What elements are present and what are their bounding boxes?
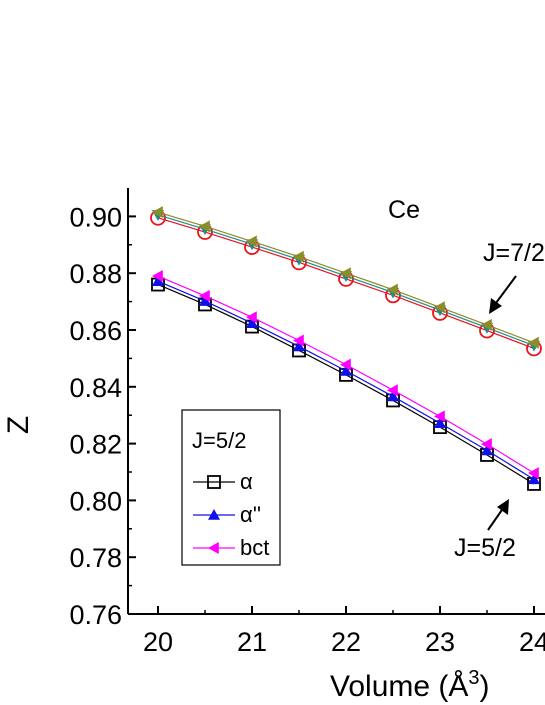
data-point [481, 444, 493, 456]
x-axis-title-main: Volume (Å [330, 670, 468, 703]
data-point [434, 301, 445, 314]
data-point [528, 336, 539, 349]
x-tick-labels: 20 21 22 23 24 [143, 627, 545, 657]
legend-box [181, 409, 281, 566]
series-1-1 [152, 275, 540, 485]
legend-marker [208, 509, 220, 520]
data-point [199, 289, 210, 302]
legend-marker [207, 475, 221, 489]
axes [127, 188, 545, 615]
data-point [340, 364, 352, 376]
data-point [434, 417, 446, 428]
data-point [199, 220, 210, 233]
x-tick-label: 22 [331, 627, 361, 657]
y-tick-label: 0.86 [69, 316, 122, 346]
y-tick-label: 0.82 [69, 430, 122, 460]
legend-entry: α'' [193, 502, 261, 527]
y-tick-label: 0.80 [69, 486, 122, 516]
data-point [152, 206, 163, 219]
data-point [340, 267, 351, 280]
x-axis-title-close: ) [480, 670, 490, 703]
data-point [152, 270, 163, 283]
annotation-j52: J=5/2 [454, 534, 516, 562]
data-point [387, 283, 398, 296]
series-line [157, 284, 535, 485]
annotation-j72-arrow-head [489, 298, 502, 314]
legend-entry: α [193, 469, 253, 494]
series-line [157, 217, 535, 350]
legend-title: J=5/2 [192, 428, 246, 453]
x-tick-label: 20 [143, 627, 173, 657]
data-point [293, 334, 304, 347]
data-point [246, 317, 258, 328]
x-axis-title-superscript: 3 [468, 667, 479, 689]
legend-label: bct [240, 535, 269, 560]
y-tick-label: 0.78 [69, 543, 122, 573]
annotation-j72: J=7/2 [483, 239, 545, 267]
legend-entries: α α'' bct [193, 469, 269, 560]
data-point [481, 318, 492, 331]
y-tick-label: 0.88 [69, 259, 122, 289]
legend-marker [208, 542, 219, 554]
data-point [528, 467, 539, 480]
annotation-j52-arrow-line [487, 506, 505, 531]
data-point [434, 410, 445, 423]
series-1-2 [152, 270, 539, 480]
y-tick-label: 0.90 [69, 202, 122, 232]
data-point [246, 235, 257, 248]
x-tick-label: 23 [425, 627, 455, 657]
annotation-j72-arrow-line [492, 275, 517, 308]
data-point [293, 250, 304, 263]
annotation-j52-arrow-head [497, 499, 509, 515]
legend-label: α [240, 469, 253, 494]
data-point [199, 295, 211, 306]
data-point [246, 311, 257, 324]
y-axis-title: Z [2, 416, 35, 434]
chart-title: Ce [388, 196, 420, 224]
data-point [387, 390, 399, 402]
data-point [387, 384, 398, 397]
series-1-0 [151, 277, 541, 491]
x-tick-label: 24 [519, 627, 545, 657]
series-0-2 [152, 206, 539, 349]
data-point [152, 275, 164, 286]
y-tick-label: 0.84 [69, 373, 122, 403]
y-tick-labels: 0.76 0.78 0.80 0.82 0.84 0.86 0.88 0.90 [69, 202, 122, 630]
data-point [293, 340, 305, 352]
y-tick-label: 0.76 [69, 600, 122, 630]
series-0-1 [152, 210, 540, 352]
x-tick-label: 21 [237, 627, 267, 657]
data-point [340, 358, 351, 371]
series-0-0 [150, 209, 542, 357]
series-layer [150, 206, 542, 491]
data-point [528, 473, 540, 485]
x-axis-title: Volume (Å3) [330, 667, 490, 703]
legend-entry: bct [193, 535, 269, 560]
legend-label: α'' [240, 502, 261, 527]
data-point [481, 438, 492, 451]
legend: J=5/2 α α'' bct [181, 409, 281, 566]
